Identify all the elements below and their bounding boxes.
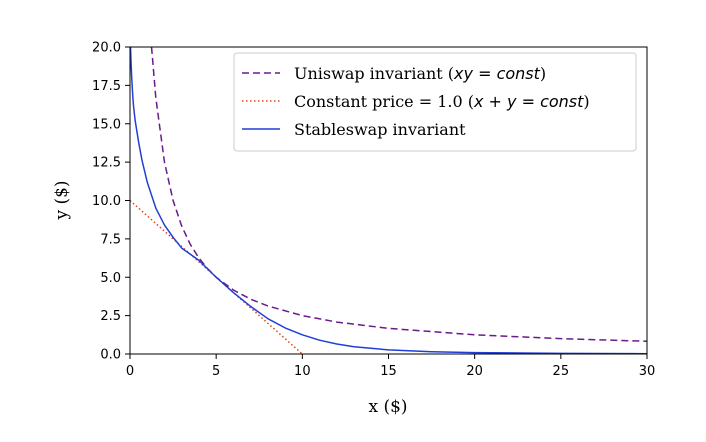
- legend-label-suffix: ): [540, 64, 546, 83]
- series-line-uniswap-invariant: [150, 47, 647, 343]
- legend-label-suffix: ): [583, 92, 589, 111]
- legend-label-text: Stableswap invariant: [294, 120, 466, 139]
- x-axis-label: x ($): [368, 397, 407, 417]
- y-tick-label: 7.5: [100, 232, 121, 247]
- y-tick-label: 5.0: [100, 271, 121, 286]
- legend-label-math: x + y = const: [473, 92, 584, 111]
- x-tick-label: 5: [212, 364, 220, 379]
- series-layer: [130, 47, 647, 354]
- series-line-stableswap-invariant: [130, 47, 647, 354]
- legend-entries: Uniswap invariant (xy = const)Constant p…: [242, 64, 590, 139]
- legend-label: Uniswap invariant (xy = const): [294, 64, 546, 83]
- y-tick-label: 12.5: [92, 156, 121, 171]
- x-axis-ticks: 0 5 10 15 20 25 30: [126, 354, 655, 379]
- legend-label: Stableswap invariant: [294, 120, 466, 139]
- legend-frame: [233, 52, 637, 152]
- legend-label: Constant price = 1.0 (x + y = const): [294, 92, 590, 111]
- x-tick-label: 30: [639, 364, 656, 379]
- x-tick-label: 10: [294, 364, 311, 379]
- y-axis-label: y ($): [52, 180, 72, 220]
- x-tick-label: 20: [466, 364, 483, 379]
- y-tick-label: 0.0: [100, 348, 121, 363]
- x-tick-label: 25: [553, 364, 570, 379]
- y-tick-label: 2.5: [100, 309, 121, 324]
- series-line-constant-price-1-0: [130, 199, 303, 354]
- x-tick-label: 15: [380, 364, 397, 379]
- x-tick-label: 0: [126, 364, 134, 379]
- y-tick-label: 15.0: [92, 117, 121, 132]
- y-tick-label: 17.5: [92, 79, 121, 94]
- y-axis-ticks: 0.0 2.5 5.0 7.5 10.0 12.5 15.0 17.5 20.0: [92, 41, 130, 363]
- y-tick-label: 10.0: [92, 194, 121, 209]
- legend-label-text: Uniswap invariant (: [294, 64, 454, 83]
- legend-label-math: xy = const: [453, 64, 541, 83]
- y-tick-label: 20.0: [92, 41, 121, 56]
- legend: Uniswap invariant (xy = const)Constant p…: [233, 52, 637, 152]
- legend-label-text: Constant price = 1.0 (: [294, 92, 474, 111]
